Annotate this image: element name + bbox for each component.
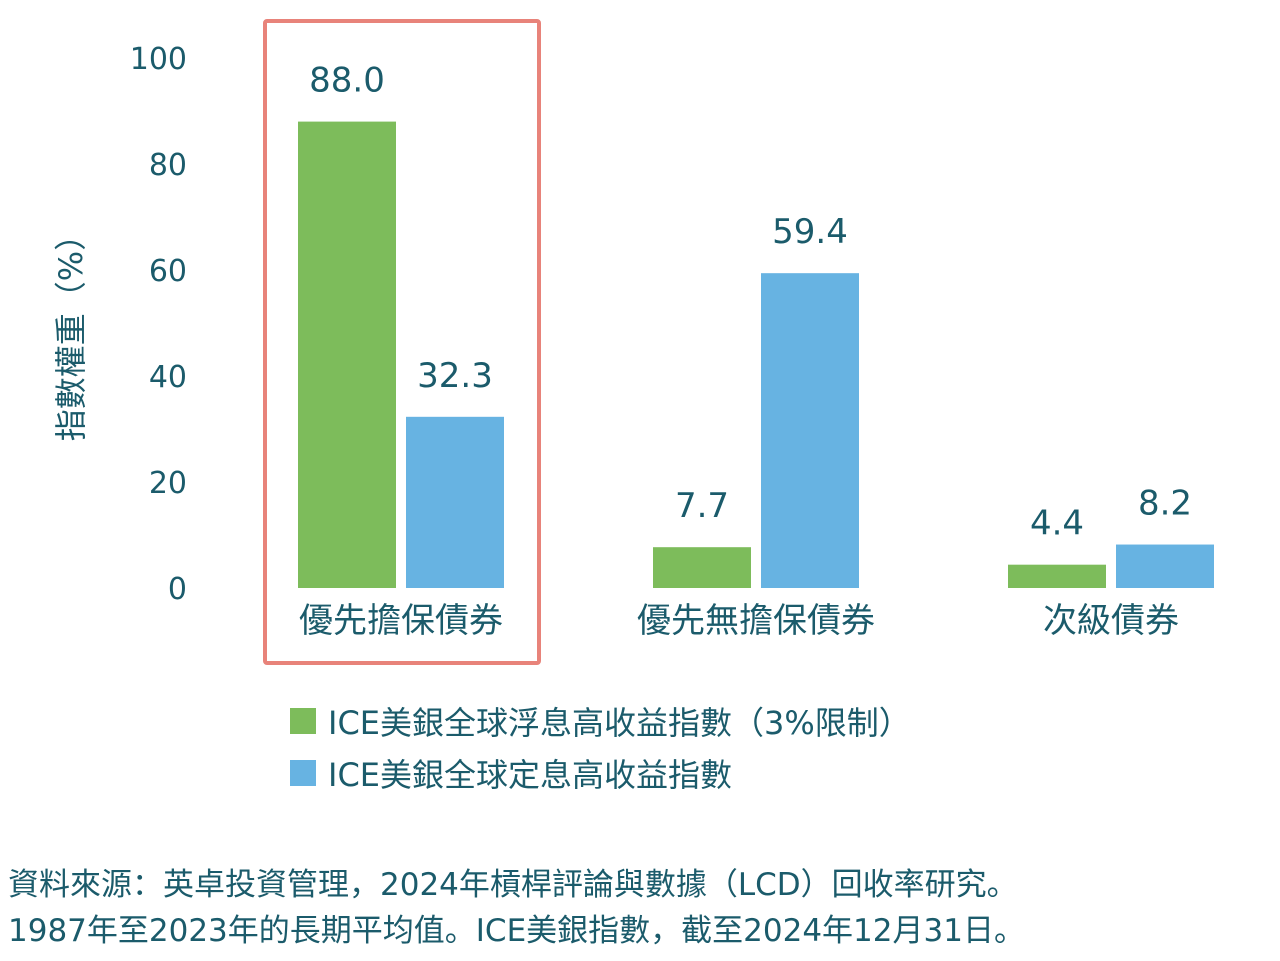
legend-swatch [290,760,316,786]
y-tick-label: 60 [149,254,187,289]
value-label: 7.7 [675,486,729,526]
legend-label: ICE美銀全球定息高收益指數 [328,756,733,794]
y-tick-label: 40 [149,360,187,395]
value-label: 32.3 [417,356,493,396]
y-axis-ticks: 0 20 40 60 80 100 [130,42,187,607]
y-tick-label: 20 [149,466,187,501]
bar [1008,564,1106,588]
y-tick-label: 0 [168,572,187,607]
value-labels: 88.0 7.7 4.4 32.3 59.4 8.2 [309,61,1192,544]
bar [653,547,751,588]
legend-item: ICE美銀全球定息高收益指數 [290,747,911,799]
y-tick-label: 80 [149,148,187,183]
bar-series [298,121,1214,588]
source-note: 資料來源：英卓投資管理，2024年槓桿評論與數據（LCD）回收率研究。 1987… [8,862,1273,954]
legend-label: ICE美銀全球浮息高收益指數（3%限制） [328,704,911,742]
highlight-box [263,19,541,665]
category-labels: 優先擔保債券 優先無擔保債券 次級債券 [299,601,1179,641]
value-label: 59.4 [772,212,848,252]
value-label: 8.2 [1138,484,1192,524]
value-label: 4.4 [1030,504,1084,544]
legend-swatch [290,708,316,734]
bar [761,273,859,588]
bar [406,416,504,588]
legend: ICE美銀全球浮息高收益指數（3%限制） ICE美銀全球定息高收益指數 [290,695,911,799]
legend-item: ICE美銀全球浮息高收益指數（3%限制） [290,695,911,747]
source-line: 1987年至2023年的長期平均值。ICE美銀指數，截至2024年12月31日。 [8,913,1025,949]
source-line: 資料來源：英卓投資管理，2024年槓桿評論與數據（LCD）回收率研究。 [8,867,1018,903]
category-label: 優先無擔保債券 [637,601,875,641]
y-tick-label: 100 [130,42,187,77]
bar [1116,544,1214,588]
value-label: 88.0 [309,61,385,101]
category-label: 優先擔保債券 [299,601,503,641]
bar [298,121,396,588]
category-label: 次級債券 [1043,601,1179,641]
y-axis-label: 指數權重（%） [52,219,90,441]
